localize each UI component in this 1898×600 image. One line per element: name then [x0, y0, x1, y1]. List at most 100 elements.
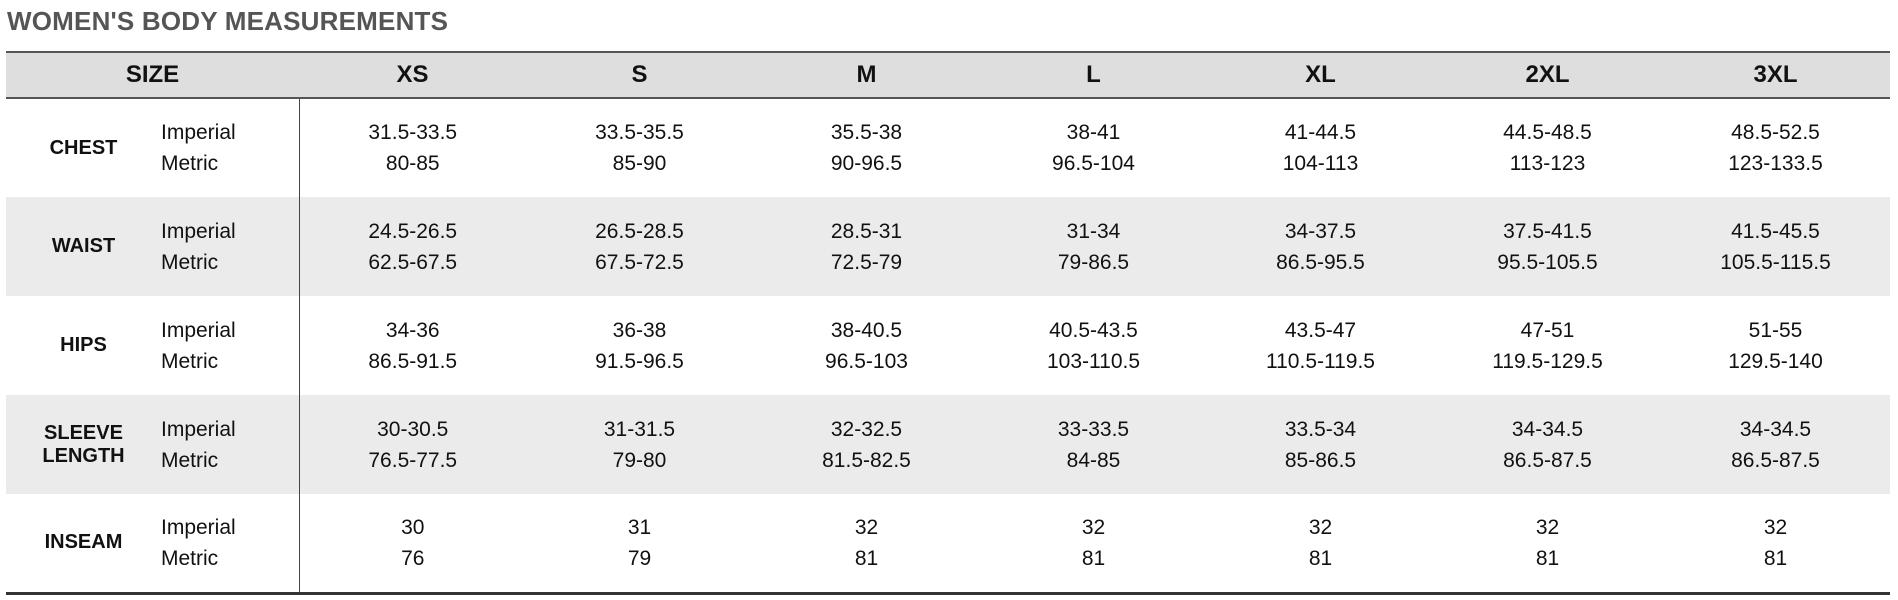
measurement-cell: 38-40.5 96.5-103	[753, 296, 980, 395]
imperial-value: 47-51	[1520, 318, 1575, 342]
imperial-value: 30-30.5	[377, 417, 449, 441]
measurement-category: HIPS	[60, 334, 107, 356]
imperial-label: Imperial	[161, 417, 236, 441]
measurement-cell: 30-30.5 76.5-77.5	[299, 395, 526, 494]
measurement-cell: 43.5-47 110.5-119.5	[1207, 296, 1434, 395]
imperial-value: 33.5-34	[1284, 417, 1357, 441]
metric-value: 110.5-119.5	[1266, 349, 1375, 373]
metric-value: 81	[1535, 546, 1560, 570]
metric-value: 67.5-72.5	[595, 250, 684, 274]
metric-value: 95.5-105.5	[1497, 250, 1598, 274]
measurement-cell: 34-36 86.5-91.5	[299, 296, 526, 395]
metric-value: 104-113	[1282, 152, 1359, 175]
measurement-category: SLEEVE LENGTH	[6, 395, 161, 494]
size-column-header: M	[753, 51, 980, 99]
metric-value: 80-85	[385, 152, 440, 175]
measurement-cell: 31-31.5 79-80	[526, 395, 753, 494]
imperial-label: Imperial	[161, 121, 236, 144]
metric-value: 86.5-91.5	[368, 349, 458, 373]
size-column-header: S	[526, 51, 753, 99]
imperial-value: 33-33.5	[1057, 417, 1130, 441]
metric-label: Metric	[161, 250, 219, 274]
metric-value: 81	[854, 546, 879, 570]
measurement-cell: 35.5-38 90-96.5	[753, 98, 980, 197]
imperial-value: 40.5-43.5	[1049, 318, 1138, 342]
unit-labels: Imperial Metric	[161, 296, 300, 395]
table-row: CHEST Imperial Metric 31.5-33.5 80-85 33.5-35…	[6, 98, 1890, 197]
size-column-header: XS	[299, 51, 526, 99]
imperial-value: 24.5-26.5	[368, 219, 458, 243]
imperial-value: 30	[401, 515, 425, 539]
metric-value: 119.5-129.5	[1492, 349, 1603, 373]
metric-value: 79	[627, 546, 652, 570]
unit-labels: Imperial Metric	[161, 395, 300, 494]
measurement-cell: 30 76	[299, 494, 526, 595]
imperial-value: 34-37.5	[1284, 219, 1357, 243]
table-row: INSEAM Imperial Metric 30 76 31 79 32 81 32 81 32 81…	[6, 494, 1890, 595]
metric-value: 96.5-103	[825, 349, 908, 373]
measurement-cell: 32-32.5 81.5-82.5	[753, 395, 980, 494]
measurement-category: WAIST	[6, 197, 161, 296]
page-title: WOMEN'S BODY MEASUREMENTS	[7, 6, 449, 36]
metric-value: 84-85	[1066, 448, 1121, 472]
metric-value: 76.5-77.5	[368, 448, 458, 472]
metric-value: 85-90	[612, 152, 667, 175]
measurement-cell: 36-38 91.5-96.5	[526, 296, 753, 395]
imperial-value: 28.5-31	[830, 219, 903, 243]
imperial-value: 38-41	[1066, 121, 1121, 144]
imperial-value: 38-40.5	[830, 318, 903, 342]
size-column-header: 3XL	[1661, 51, 1890, 99]
measurement-cell: 34-34.5 86.5-87.5	[1434, 395, 1661, 494]
imperial-value: 34-36	[385, 318, 440, 342]
size-column-header: XL	[1207, 51, 1434, 99]
imperial-value: 32-32.5	[830, 417, 903, 441]
metric-value: 91.5-96.5	[595, 349, 684, 373]
imperial-value: 32	[1535, 515, 1560, 539]
measurement-cell: 40.5-43.5 103-110.5	[980, 296, 1207, 395]
imperial-value: 32	[1763, 515, 1788, 539]
size-header: SIZE	[6, 51, 299, 99]
imperial-value: 32	[1081, 515, 1106, 539]
measurements-table: SIZE XS S M L XL 2XL 3XL CHEST Imperial Me…	[6, 51, 1890, 595]
measurement-cell: 32 81	[1207, 494, 1434, 595]
measurement-cell: 47-51 119.5-129.5	[1434, 296, 1661, 395]
measurement-cell: 31-34 79-86.5	[980, 197, 1207, 296]
table-body: CHEST Imperial Metric 31.5-33.5 80-85 33.5-35…	[6, 98, 1890, 595]
imperial-value: 34-34.5	[1739, 417, 1812, 441]
imperial-value: 26.5-28.5	[595, 219, 684, 243]
metric-value: 72.5-79	[830, 250, 903, 274]
measurement-cell: 24.5-26.5 62.5-67.5	[299, 197, 526, 296]
metric-value: 85-86.5	[1284, 448, 1357, 472]
imperial-value: 51-55	[1748, 318, 1803, 342]
metric-value: 103-110.5	[1046, 349, 1141, 373]
measurement-cell: 31.5-33.5 80-85	[299, 98, 526, 197]
measurement-cell: 33.5-34 85-86.5	[1207, 395, 1434, 494]
size-column-header: 2XL	[1434, 51, 1661, 99]
measurement-cell: 31 79	[526, 494, 753, 595]
size-column-header: L	[980, 51, 1207, 99]
metric-value: 76	[401, 546, 425, 570]
metric-value: 81	[1308, 546, 1333, 570]
metric-value: 86.5-95.5	[1276, 250, 1365, 274]
header-row: SIZE XS S M L XL 2XL 3XL	[6, 51, 1890, 99]
imperial-value: 36-38	[612, 318, 667, 342]
measurement-cell: 51-55 129.5-140	[1661, 296, 1890, 395]
metric-value: 79-86.5	[1057, 250, 1130, 274]
metric-label: Metric	[161, 152, 219, 175]
measurement-cell: 41.5-45.5 105.5-115.5	[1661, 197, 1890, 296]
imperial-value: 31-34	[1066, 219, 1121, 243]
measurement-cell: 38-41 96.5-104	[980, 98, 1207, 197]
metric-value: 81	[1081, 546, 1106, 570]
metric-value: 90-96.5	[830, 152, 903, 175]
measurement-cell: 41-44.5 104-113	[1207, 98, 1434, 197]
unit-labels: Imperial Metric	[161, 494, 300, 595]
measurement-category: INSEAM	[6, 494, 161, 595]
measurement-cell: 37.5-41.5 95.5-105.5	[1434, 197, 1661, 296]
metric-label: Metric	[161, 546, 219, 570]
imperial-value: 31.5-33.5	[368, 121, 458, 144]
metric-value: 62.5-67.5	[368, 250, 458, 274]
measurement-cell: 26.5-28.5 67.5-72.5	[526, 197, 753, 296]
metric-label: Metric	[161, 448, 219, 472]
imperial-label: Imperial	[161, 318, 236, 342]
imperial-value: 31-31.5	[603, 417, 676, 441]
